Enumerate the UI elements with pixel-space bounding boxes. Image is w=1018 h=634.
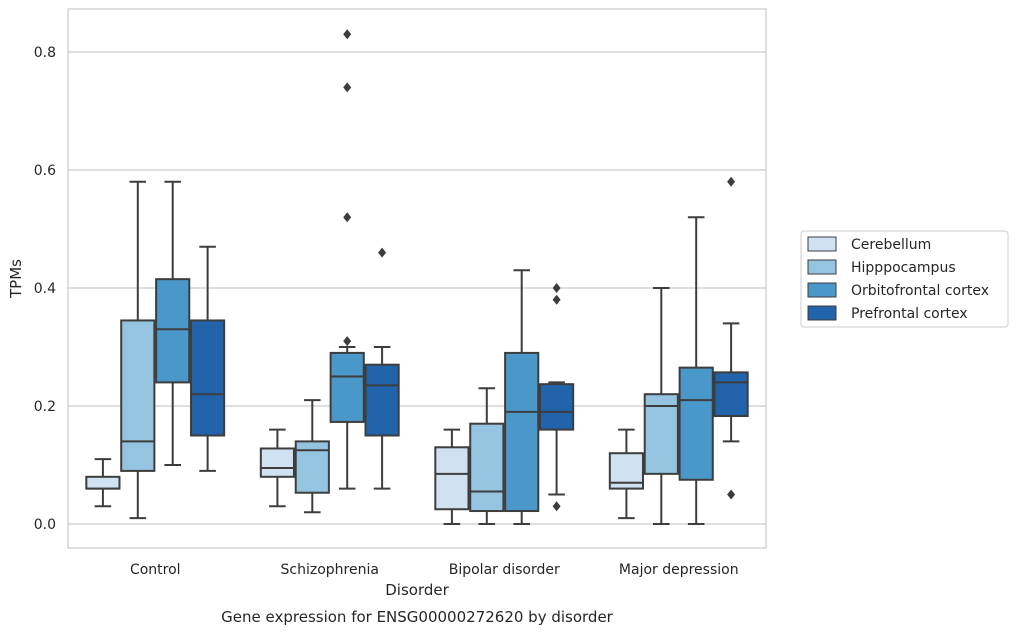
y-tick-label: 0.8 (34, 45, 56, 61)
outlier-point (552, 294, 561, 305)
legend-swatch (807, 236, 837, 252)
x-tick-label: Schizophrenia (281, 562, 379, 578)
legend-label: Prefrontal cortex (851, 306, 968, 322)
box-group (469, 387, 505, 525)
outlier-point (552, 283, 561, 293)
box-group (643, 287, 679, 525)
box-group (155, 180, 191, 466)
box-body (294, 440, 330, 494)
legend: Cerebellum Hipppocampus Orbitofrontal cort… (800, 230, 1009, 328)
box-body (190, 319, 226, 437)
box-body (85, 475, 121, 490)
legend-label: Cerebellum (851, 237, 931, 253)
outlier-point (343, 212, 352, 223)
box-group (190, 245, 226, 472)
outlier-point (727, 176, 736, 187)
y-tick-label: 0.0 (34, 517, 56, 533)
box-body (539, 383, 575, 431)
legend-label: Orbitofrontal cortex (851, 283, 989, 299)
box-group (120, 180, 156, 520)
box-body (643, 393, 679, 475)
box-body (469, 422, 505, 513)
legend-swatch (807, 305, 837, 321)
x-tick-labels: Control Schizophrenia Bipolar disorder Majo… (130, 562, 739, 578)
box-body (329, 351, 365, 423)
box-body (259, 447, 295, 478)
outlier-point (343, 82, 352, 93)
box-body (713, 371, 749, 418)
box-group (713, 176, 749, 500)
box-group (364, 247, 400, 490)
outlier-point (378, 247, 387, 258)
box-group (259, 428, 295, 508)
outlier-point (343, 29, 352, 40)
box-group (504, 269, 540, 525)
y-tick-label: 0.4 (34, 281, 56, 297)
outlier-point (727, 489, 736, 500)
y-tick-label: 0.6 (34, 163, 56, 179)
chart-caption: Gene expression for ENSG00000272620 by d… (221, 608, 614, 626)
box-body (364, 363, 400, 437)
legend-frame (800, 230, 1009, 328)
outlier-point (343, 336, 352, 347)
y-tick-label: 0.2 (34, 399, 56, 415)
plot-area-frame (67, 8, 767, 549)
legend-swatch (807, 259, 837, 275)
box-body (120, 319, 156, 472)
box-group (678, 216, 714, 525)
outlier-point (552, 501, 561, 512)
box-body (678, 366, 714, 481)
box-group (85, 458, 121, 508)
x-tick-label: Major depression (619, 562, 739, 578)
box-group (329, 29, 365, 490)
box-body (434, 446, 470, 511)
box-body (504, 351, 540, 513)
y-axis-label: TPMs (7, 259, 25, 299)
legend-label: Hipppocampus (851, 260, 956, 276)
box-body (155, 278, 191, 384)
box-group (434, 428, 470, 525)
box-group (294, 399, 330, 514)
legend-swatch (807, 282, 837, 298)
box-group (539, 283, 575, 512)
box-series-layer (85, 29, 749, 525)
box-group (608, 428, 644, 520)
x-tick-label: Bipolar disorder (449, 562, 560, 578)
x-axis-label: Disorder (385, 581, 449, 599)
x-tick-label: Control (130, 562, 181, 578)
y-tick-labels: 0.0 0.2 0.4 0.6 0.8 (34, 45, 56, 533)
